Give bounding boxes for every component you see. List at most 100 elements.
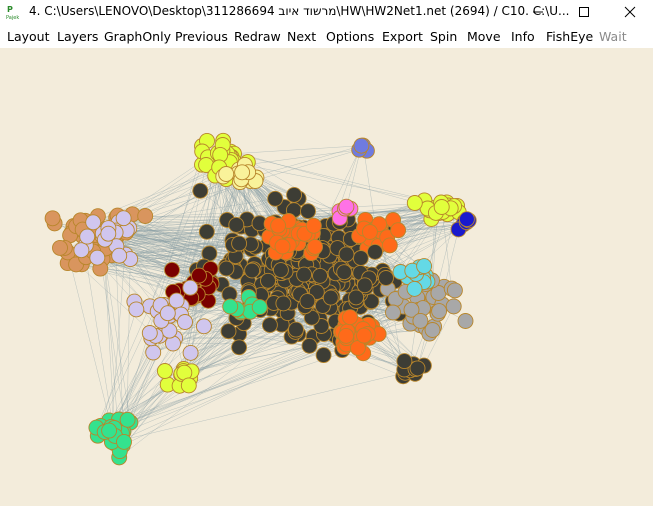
graph-node[interactable] [260,272,276,289]
graph-node[interactable] [322,289,339,306]
graph-node[interactable] [220,323,237,340]
graph-node[interactable] [222,298,239,315]
graph-node[interactable] [416,258,433,275]
graph-node[interactable] [180,377,197,394]
graph-node[interactable] [164,261,180,278]
graph-node[interactable] [267,190,284,207]
graph-node[interactable] [457,313,474,329]
graph-node[interactable] [231,235,248,252]
graph-node[interactable] [261,317,278,333]
graph-node[interactable] [156,363,173,379]
graph-node[interactable] [305,217,322,234]
graph-node[interactable] [300,203,316,220]
graph-node[interactable] [433,199,450,215]
minimize-button[interactable] [515,0,561,24]
graph-node[interactable] [353,137,370,154]
graph-node[interactable] [137,208,154,224]
graph-node[interactable] [352,250,369,266]
graph-node[interactable] [412,312,429,329]
graph-node[interactable] [336,264,353,281]
graph-node[interactable] [424,322,441,338]
graph-node[interactable] [79,228,96,245]
network-drawing-canvas[interactable] [0,48,653,506]
graph-node[interactable] [100,225,117,242]
graph-node[interactable] [115,210,132,227]
graph-node[interactable] [342,309,358,326]
graph-node[interactable] [307,238,323,255]
graph-node[interactable] [403,301,420,318]
menu-layout[interactable]: Layout [7,29,50,44]
graph-node[interactable] [234,164,251,181]
graph-node[interactable] [182,344,199,361]
graph-node[interactable] [378,270,394,286]
graph-node[interactable] [361,224,378,240]
graph-node[interactable] [299,293,316,310]
graph-node[interactable] [270,217,287,234]
menu-export[interactable]: Export [382,29,423,44]
graph-node[interactable] [356,277,373,294]
graph-node[interactable] [89,249,106,266]
graph-node[interactable] [159,305,176,322]
graph-node[interactable] [116,433,132,450]
menu-graphonly[interactable]: GraphOnly [104,29,171,44]
graph-node[interactable] [312,267,328,284]
close-button[interactable] [607,0,653,24]
graph-node[interactable] [192,182,209,199]
graph-node[interactable] [275,295,292,312]
graph-node[interactable] [409,360,426,377]
menu-next[interactable]: Next [287,29,317,44]
graph-node[interactable] [251,299,268,316]
graph-node[interactable] [177,314,193,330]
graph-node[interactable] [52,239,68,256]
menu-options[interactable]: Options [326,29,375,44]
graph-node[interactable] [191,267,207,284]
graph-node[interactable] [301,337,318,354]
graph-node[interactable] [288,321,304,338]
menu-fisheye[interactable]: FishEye [546,29,594,44]
graph-node[interactable] [128,301,145,318]
network-graph[interactable] [0,48,653,506]
graph-node[interactable] [390,222,407,239]
graph-node[interactable] [406,280,423,297]
title-bar[interactable]: P Pajek 4. C:\Users\LENOVO\Desktop\31128… [0,0,653,24]
graph-node[interactable] [44,210,61,227]
menu-redraw[interactable]: Redraw [234,29,281,44]
graph-node[interactable] [356,327,372,344]
graph-node[interactable] [274,238,291,255]
menu-layers[interactable]: Layers [57,29,99,44]
graph-node[interactable] [231,339,248,356]
graph-node[interactable] [367,243,383,260]
graph-node[interactable] [111,247,128,264]
graph-node[interactable] [286,186,303,203]
menu-previous[interactable]: Previous [175,29,228,44]
graph-node[interactable] [431,303,448,320]
graph-node[interactable] [168,292,185,309]
graph-node[interactable] [218,166,235,182]
graph-node[interactable] [228,216,245,233]
graph-node[interactable] [315,347,332,364]
graph-node[interactable] [73,242,90,259]
graph-node[interactable] [145,344,162,361]
graph-node[interactable] [182,279,199,296]
graph-node[interactable] [119,411,136,428]
graph-node[interactable] [296,266,313,283]
graph-node[interactable] [338,198,355,215]
graph-node[interactable] [85,214,102,231]
graph-node[interactable] [198,223,215,240]
graph-node[interactable] [272,262,289,279]
graph-node[interactable] [244,262,261,279]
graph-node[interactable] [396,353,413,370]
graph-node[interactable] [338,327,355,344]
menu-info[interactable]: Info [511,29,535,44]
graph-node[interactable] [101,422,118,439]
graph-node[interactable] [338,246,355,263]
graph-node[interactable] [446,282,463,299]
graph-node[interactable] [381,237,398,254]
graph-node[interactable] [218,260,235,277]
graph-node[interactable] [141,325,158,341]
menu-spin[interactable]: Spin [430,29,458,44]
graph-node[interactable] [445,298,462,315]
graph-node[interactable] [385,304,401,321]
graph-node[interactable] [195,318,212,335]
maximize-button[interactable] [561,0,607,24]
